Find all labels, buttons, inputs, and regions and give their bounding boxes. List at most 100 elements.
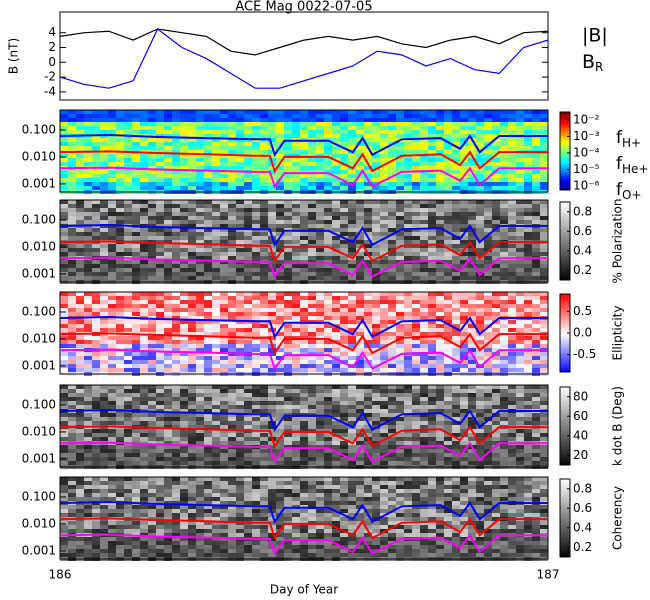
texture-cell xyxy=(524,142,532,146)
texture-cell xyxy=(284,182,292,186)
texture-cell xyxy=(524,126,532,130)
texture-cell xyxy=(124,324,132,328)
texture-cell xyxy=(196,200,204,204)
texture-cell xyxy=(428,110,436,114)
texture-cell xyxy=(92,146,100,150)
texture-cell xyxy=(316,405,324,409)
texture-cell xyxy=(252,256,260,260)
texture-cell xyxy=(196,433,204,437)
texture-cell xyxy=(412,264,420,268)
texture-cell xyxy=(156,312,164,316)
texture-cell xyxy=(84,178,92,182)
texture-cell xyxy=(116,122,124,126)
texture-cell xyxy=(460,308,468,312)
texture-cell xyxy=(164,154,172,158)
colorbar-cell xyxy=(560,116,570,118)
texture-cell xyxy=(132,182,140,186)
texture-cell xyxy=(180,320,188,324)
texture-cell xyxy=(428,150,436,154)
texture-cell xyxy=(364,425,372,429)
texture-cell xyxy=(92,170,100,174)
texture-cell xyxy=(284,220,292,224)
texture-cell xyxy=(124,130,132,134)
texture-cell xyxy=(468,397,476,401)
texture-cell xyxy=(132,437,140,441)
texture-cell xyxy=(452,352,460,356)
texture-cell xyxy=(348,110,356,114)
texture-cell xyxy=(516,401,524,405)
texture-cell xyxy=(140,142,148,146)
texture-cell xyxy=(180,348,188,352)
texture-cell xyxy=(140,312,148,316)
texture-cell xyxy=(364,324,372,328)
texture-cell xyxy=(276,232,284,236)
texture-cell xyxy=(268,182,276,186)
texture-cell xyxy=(204,336,212,340)
texture-cell xyxy=(436,178,444,182)
texture-cell xyxy=(76,385,84,389)
texture-cell xyxy=(428,304,436,308)
texture-cell xyxy=(124,268,132,272)
texture-cell xyxy=(484,208,492,212)
texture-cell xyxy=(476,200,484,204)
texture-cell xyxy=(516,118,524,122)
texture-cell xyxy=(300,332,308,336)
texture-cell xyxy=(332,200,340,204)
texture-cell xyxy=(92,118,100,122)
texture-cell xyxy=(452,276,460,280)
texture-cell xyxy=(484,385,492,389)
colorbar-tick-label: 10⁻⁵ xyxy=(573,162,600,176)
texture-cell xyxy=(500,389,508,393)
texture-cell xyxy=(132,417,140,421)
texture-cell xyxy=(500,158,508,162)
texture-cell xyxy=(348,421,356,425)
texture-cell xyxy=(508,162,516,166)
texture-cell xyxy=(340,264,348,268)
texture-cell xyxy=(196,110,204,114)
colorbar-tick-label: 0.5 xyxy=(573,304,592,318)
texture-cell xyxy=(76,324,84,328)
texture-cell xyxy=(116,356,124,360)
colorbar-cell xyxy=(560,216,570,218)
texture-cell xyxy=(124,356,132,360)
texture-cell xyxy=(516,162,524,166)
texture-cell xyxy=(316,264,324,268)
texture-cell xyxy=(500,122,508,126)
texture-cell xyxy=(172,224,180,228)
texture-cell xyxy=(196,336,204,340)
texture-cell xyxy=(268,401,276,405)
texture-cell xyxy=(188,360,196,364)
texture-cell xyxy=(532,182,540,186)
texture-cell xyxy=(532,248,540,252)
texture-cell xyxy=(84,154,92,158)
texture-cell xyxy=(244,268,252,272)
texture-cell xyxy=(196,174,204,178)
texture-cell xyxy=(332,134,340,138)
texture-cell xyxy=(156,158,164,162)
texture-cell xyxy=(396,276,404,280)
texture-cell xyxy=(60,308,68,312)
texture-cell xyxy=(276,413,284,417)
texture-cell xyxy=(116,208,124,212)
texture-cell xyxy=(532,413,540,417)
texture-cell xyxy=(516,272,524,276)
texture-cell xyxy=(508,296,516,300)
texture-cell xyxy=(140,421,148,425)
texture-cell xyxy=(292,393,300,397)
texture-cell xyxy=(140,236,148,240)
colorbar-cell xyxy=(560,344,570,346)
texture-cell xyxy=(316,276,324,280)
texture-cell xyxy=(444,300,452,304)
texture-cell xyxy=(532,300,540,304)
texture-cell xyxy=(284,208,292,212)
texture-cell xyxy=(524,304,532,308)
texture-cell xyxy=(412,174,420,178)
texture-cell xyxy=(404,224,412,228)
texture-cell xyxy=(340,364,348,368)
texture-cell xyxy=(164,397,172,401)
texture-cell xyxy=(172,244,180,248)
texture-cell xyxy=(468,417,476,421)
texture-cell xyxy=(380,332,388,336)
texture-cell xyxy=(436,324,444,328)
texture-cell xyxy=(100,228,108,232)
